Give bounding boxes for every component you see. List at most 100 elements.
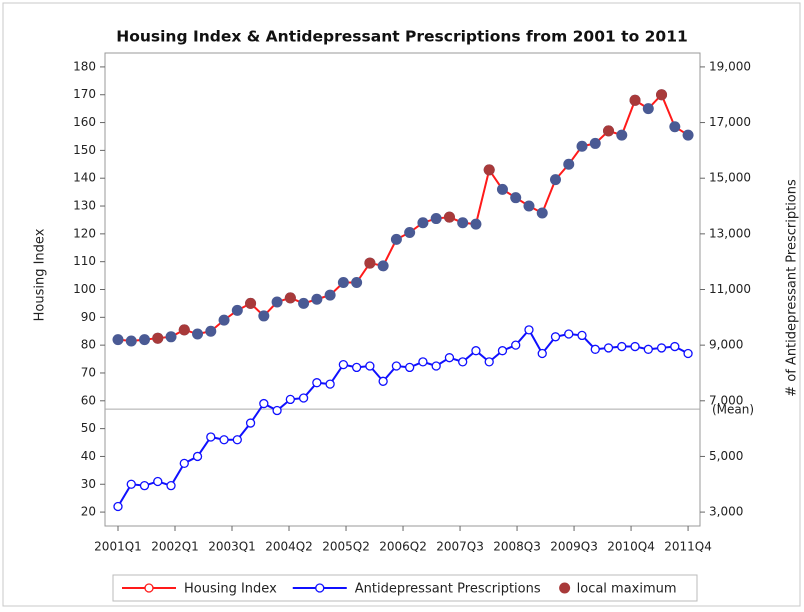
y-tick-label: 30 xyxy=(81,477,96,491)
data-point xyxy=(590,344,600,354)
y-tick-label: 90 xyxy=(81,310,96,324)
data-point xyxy=(192,451,203,462)
data-point xyxy=(483,164,495,176)
data-point xyxy=(179,458,189,469)
legend-marker xyxy=(559,582,571,594)
data-point xyxy=(298,297,310,309)
data-point xyxy=(338,359,349,370)
data-point xyxy=(311,293,323,305)
data-point xyxy=(458,357,468,367)
legend-label: Antidepressant Prescriptions xyxy=(355,582,541,597)
data-point xyxy=(351,362,362,373)
x-tick-label: 2010Q4 xyxy=(607,540,655,554)
data-point xyxy=(496,183,508,195)
data-point xyxy=(576,140,588,152)
data-point xyxy=(377,260,389,272)
data-point xyxy=(284,292,296,304)
x-tick-label: 2004Q2 xyxy=(265,540,313,554)
series-line xyxy=(117,92,689,342)
data-point xyxy=(523,200,535,212)
data-point xyxy=(682,129,694,141)
legend-item: Antidepressant Prescriptions xyxy=(292,582,541,597)
data-point xyxy=(536,207,548,219)
legend-item: local maximum xyxy=(559,582,677,597)
x-tick-label: 2007Q3 xyxy=(436,540,484,554)
reference-label: (Mean) xyxy=(712,403,754,417)
data-point xyxy=(391,361,402,371)
data-point xyxy=(219,435,229,445)
data-point xyxy=(577,330,587,341)
data-point xyxy=(603,125,615,137)
y-tick-label: 20 xyxy=(81,505,96,519)
y-tick-label: 140 xyxy=(73,171,96,185)
data-point xyxy=(245,297,257,309)
data-point xyxy=(443,211,455,223)
data-point xyxy=(670,341,680,352)
y-tick-label: 50 xyxy=(81,421,96,435)
data-point xyxy=(112,334,124,346)
y2-tick-label: 19,000 xyxy=(709,59,751,73)
data-point xyxy=(405,362,415,373)
data-point xyxy=(511,340,521,350)
y-tick-label: 130 xyxy=(73,199,96,213)
data-point xyxy=(365,361,375,371)
legend-marker xyxy=(144,583,154,593)
x-tick-label: 2005Q2 xyxy=(322,540,370,554)
data-point xyxy=(390,233,402,245)
data-point xyxy=(471,346,481,356)
x-tick-label: 2009Q3 xyxy=(550,540,598,554)
series-line xyxy=(117,328,689,508)
data-point xyxy=(205,325,217,337)
y-tick-label: 70 xyxy=(81,365,96,379)
data-point xyxy=(497,346,508,356)
data-point xyxy=(298,393,309,403)
data-point xyxy=(484,357,494,367)
data-point xyxy=(231,304,243,316)
data-point xyxy=(656,343,667,353)
legend-label: local maximum xyxy=(577,582,677,597)
data-point xyxy=(418,357,428,367)
data-point xyxy=(683,348,693,359)
data-point xyxy=(206,432,216,442)
y2-tick-label: 17,000 xyxy=(709,115,751,129)
x-tick-label: 2011Q4 xyxy=(664,540,712,554)
data-point xyxy=(312,378,322,388)
data-point xyxy=(152,332,164,344)
data-point xyxy=(113,501,123,512)
y-tick-label: 60 xyxy=(81,393,96,407)
data-point xyxy=(325,379,335,389)
data-point xyxy=(139,481,150,491)
data-point xyxy=(537,348,547,359)
data-point xyxy=(643,344,653,354)
y2-tick-label: 11,000 xyxy=(709,282,751,296)
legend-marker xyxy=(315,583,325,593)
data-point xyxy=(324,289,336,301)
data-point xyxy=(126,479,136,489)
y-tick-label: 170 xyxy=(73,87,96,101)
data-point xyxy=(272,405,282,416)
data-point xyxy=(603,343,614,353)
data-point xyxy=(351,277,363,289)
y-tick-label: 160 xyxy=(73,115,96,129)
data-point xyxy=(564,329,574,339)
data-point xyxy=(271,296,283,308)
data-point xyxy=(139,334,151,346)
data-point xyxy=(364,257,376,269)
data-point xyxy=(444,353,455,363)
y-tick-label: 100 xyxy=(73,282,96,296)
legend-label: Housing Index xyxy=(184,582,277,597)
data-point xyxy=(258,310,270,322)
data-point xyxy=(656,89,668,101)
data-point xyxy=(192,328,204,340)
y2-tick-label: 5,000 xyxy=(709,449,743,463)
data-point xyxy=(259,398,269,409)
y-tick-label: 40 xyxy=(81,449,96,463)
data-point xyxy=(616,129,628,141)
data-point xyxy=(378,376,388,386)
data-point xyxy=(337,277,349,289)
chart-title: Housing Index & Antidepressant Prescript… xyxy=(116,28,688,46)
x-tick-label: 2002Q1 xyxy=(151,540,199,554)
y2-tick-label: 15,000 xyxy=(709,171,751,185)
data-point xyxy=(630,341,640,352)
